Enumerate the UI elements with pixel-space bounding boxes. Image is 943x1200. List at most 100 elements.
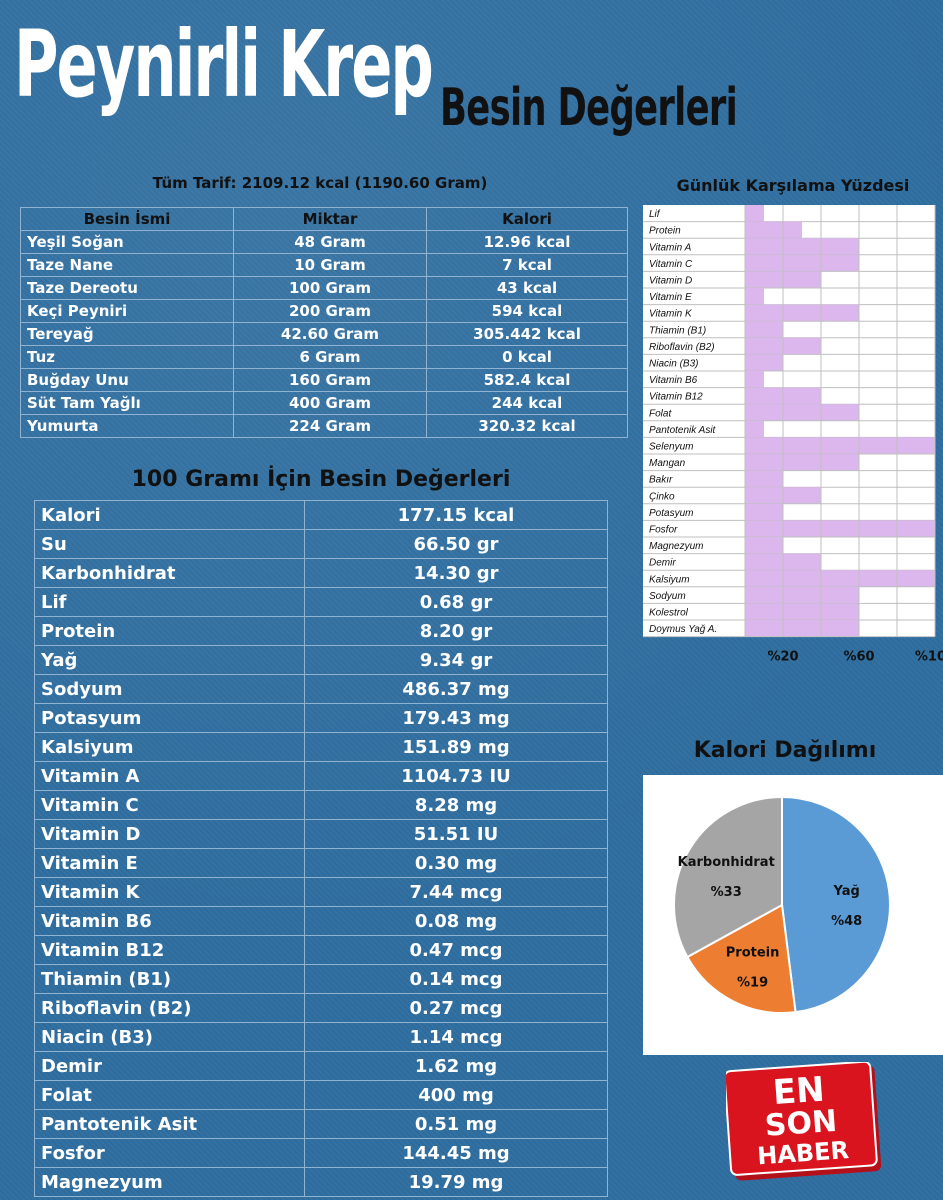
nutrition-row: Vitamin E 0.30 mg	[34, 848, 608, 878]
bar-label: Niacin (B3)	[649, 359, 698, 370]
nutrition-row: Vitamin B12 0.47 mcg	[34, 935, 608, 965]
nutrient-value: 8.28 mg	[304, 790, 608, 820]
nutrient-name: Kalsiyum	[34, 732, 305, 762]
table-header-row: Besin İsmi Miktar Kalori	[20, 207, 628, 231]
nutrient-name: Fosfor	[34, 1138, 305, 1168]
nutrition-row: Riboflavin (B2) 0.27 mcg	[34, 993, 608, 1023]
nutrient-name: Protein	[34, 616, 305, 646]
bar-label: Vitamin A	[649, 242, 692, 253]
bar-label: Vitamin D	[649, 276, 692, 287]
nutrient-value: 0.51 mg	[304, 1109, 608, 1139]
ingredient-amount: 42.60 Gram	[233, 322, 427, 346]
bar-label: Vitamin E	[649, 292, 692, 303]
ingredients-table: Besin İsmi Miktar Kalori Yeşil Soğan 48 G…	[20, 207, 628, 438]
nutrition-row: Demir 1.62 mg	[34, 1051, 608, 1081]
ingredient-calorie: 12.96 kcal	[426, 230, 628, 254]
bar-label: Magnezyum	[649, 541, 703, 552]
logo-text-line1: EN	[772, 1070, 826, 1114]
nutrient-name: Folat	[34, 1080, 305, 1110]
nutrient-value: 51.51 IU	[304, 819, 608, 849]
ingredient-calorie: 7 kcal	[426, 253, 628, 277]
logo-text-line2: SON	[764, 1104, 838, 1144]
logo-badge	[726, 1062, 878, 1176]
recipe-total: Tüm Tarif: 2109.12 kcal (1190.60 Gram)	[152, 174, 488, 192]
bar-label: Selenyum	[649, 442, 693, 453]
ingredient-row: Buğday Unu 160 Gram 582.4 kcal	[20, 368, 628, 392]
nutrition-row: Thiamin (B1) 0.14 mcg	[34, 964, 608, 994]
ingredient-calorie: 244 kcal	[426, 391, 628, 415]
nutrition-row: Magnezyum 19.79 mg	[34, 1167, 608, 1197]
ingredient-row: Yumurta 224 Gram 320.32 kcal	[20, 414, 628, 438]
ingredient-row: Süt Tam Yağlı 400 Gram 244 kcal	[20, 391, 628, 415]
bar-label: Doymus Yağ A.	[649, 624, 717, 635]
ingredient-row: Taze Nane 10 Gram 7 kcal	[20, 253, 628, 277]
calorie-pie-chart: Yağ %48 Protein %19 Karbonhidrat %33	[673, 795, 891, 1014]
bar-label: Fosfor	[649, 525, 678, 536]
nutrient-name: Vitamin D	[34, 819, 305, 849]
nutrition-row: Folat 400 mg	[34, 1080, 608, 1110]
nutrient-name: Vitamin B12	[34, 935, 305, 965]
pie-slice-value: %19	[737, 976, 768, 991]
bar	[745, 321, 783, 338]
nutrient-name: Karbonhidrat	[34, 558, 305, 588]
nutrient-name: Lif	[34, 587, 305, 617]
bar-label: Folat	[649, 408, 672, 419]
ingredient-amount: 100 Gram	[233, 276, 427, 300]
ingredient-amount: 400 Gram	[233, 391, 427, 415]
bar	[745, 620, 859, 637]
nutrient-value: 8.20 gr	[304, 616, 608, 646]
pie-slice-value: %48	[831, 914, 862, 929]
nutrient-name: Demir	[34, 1051, 305, 1081]
bar	[745, 437, 935, 454]
nutrient-name: Niacin (B3)	[34, 1022, 305, 1052]
bar	[745, 586, 859, 604]
ingredient-row: Taze Dereotu 100 Gram 43 kcal	[20, 276, 628, 300]
bar-label: Demir	[649, 558, 676, 569]
nutrient-value: 66.50 gr	[304, 529, 608, 559]
ingredient-calorie: 582.4 kcal	[426, 368, 628, 392]
bar	[745, 520, 935, 537]
pie-slice	[781, 795, 891, 1014]
ingredient-amount: 160 Gram	[233, 368, 427, 392]
tick-label: %100	[915, 650, 943, 662]
ingredient-amount: 10 Gram	[233, 253, 427, 277]
pie-slice-value: %33	[711, 885, 742, 900]
ingredient-amount: 6 Gram	[233, 345, 427, 369]
nutrient-value: 9.34 gr	[304, 645, 608, 675]
nutrient-name: Potasyum	[34, 703, 305, 733]
bar-label: Thiamin (B1)	[649, 325, 706, 336]
nutrition-row: Sodyum 486.37 mg	[34, 674, 608, 704]
nutrient-value: 14.30 gr	[304, 558, 608, 588]
bar-label: Kolestrol	[649, 608, 689, 619]
nutrition-row: Vitamin D 51.51 IU	[34, 819, 608, 849]
nutrient-name: Thiamin (B1)	[34, 964, 305, 994]
bar-label: Çinko	[649, 491, 675, 502]
nutrient-value: 177.15 kcal	[304, 500, 608, 530]
bar	[745, 503, 783, 521]
bar-label: Kalsiyum	[649, 574, 690, 585]
column-header: Miktar	[233, 207, 427, 231]
nutrient-name: Sodyum	[34, 674, 305, 704]
ingredient-amount: 200 Gram	[233, 299, 427, 323]
nutrition-row: Protein 8.20 gr	[34, 616, 608, 646]
tick-label: %60	[843, 650, 874, 662]
nutrient-value: 0.08 mg	[304, 906, 608, 936]
nutrient-value: 0.30 mg	[304, 848, 608, 878]
ingredient-calorie: 320.32 kcal	[426, 414, 628, 438]
nutrient-value: 151.89 mg	[304, 732, 608, 762]
bar-label: Sodyum	[649, 591, 686, 602]
nutrient-name: Vitamin A	[34, 761, 305, 791]
bar-chart-title: Günlük Karşılama Yüzdesi	[676, 176, 910, 195]
ingredient-name: Yumurta	[20, 414, 234, 438]
ingredient-amount: 48 Gram	[233, 230, 427, 254]
nutrient-name: Magnezyum	[34, 1167, 305, 1197]
ingredient-calorie: 305.442 kcal	[426, 322, 628, 346]
bar	[745, 404, 859, 421]
bar-label: Protein	[649, 226, 681, 237]
nutrient-value: 0.14 mcg	[304, 964, 608, 994]
bar	[745, 205, 764, 222]
logo-text-line3: HABER	[756, 1136, 850, 1170]
nutrient-name: Riboflavin (B2)	[34, 993, 305, 1023]
bar	[745, 603, 859, 620]
nutrient-name: Vitamin B6	[34, 906, 305, 936]
